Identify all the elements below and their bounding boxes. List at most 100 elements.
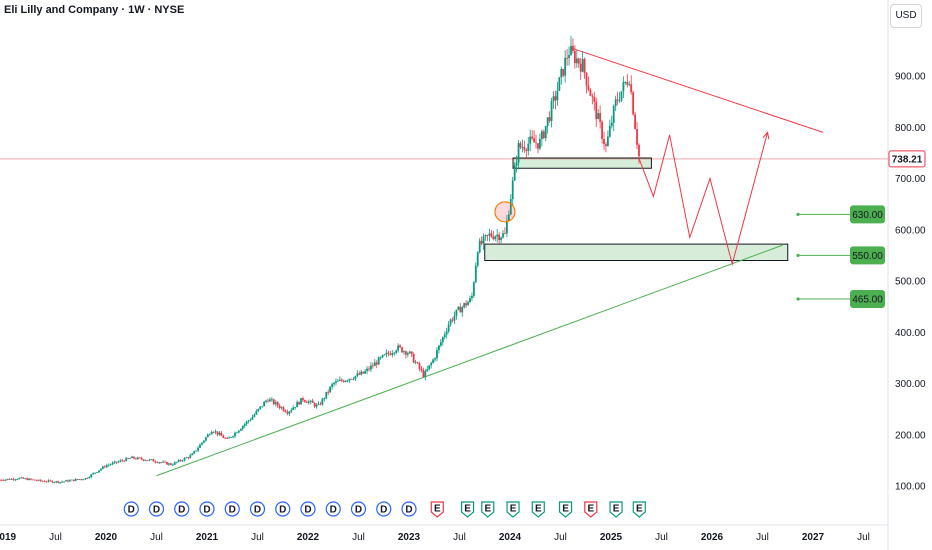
candle-body xyxy=(168,463,170,465)
candle-body xyxy=(603,138,605,145)
candle-body xyxy=(342,380,345,382)
candle-body xyxy=(140,457,143,460)
candle-body xyxy=(348,378,351,381)
descending-trendline[interactable] xyxy=(570,47,824,133)
dividend-marker[interactable] xyxy=(401,501,417,517)
dividend-marker[interactable] xyxy=(300,501,316,517)
candle-body xyxy=(556,90,559,101)
last-price-box xyxy=(888,150,926,168)
ascending-trendline[interactable] xyxy=(156,244,783,477)
candle-body xyxy=(319,403,322,405)
time-tick-label: 2026 xyxy=(701,532,724,543)
candle-body xyxy=(206,434,209,438)
candle-body xyxy=(546,117,549,126)
candle-body xyxy=(74,479,77,481)
dividend-marker[interactable] xyxy=(376,501,392,517)
price-tick-label: 600.00 xyxy=(895,225,926,236)
dividend-marker[interactable] xyxy=(350,501,367,517)
candle-body xyxy=(636,129,638,145)
target-dot xyxy=(796,212,800,216)
candle-body xyxy=(387,352,390,354)
candle-body xyxy=(8,478,11,480)
candle-body xyxy=(105,465,108,468)
earnings-marker[interactable] xyxy=(609,501,623,518)
candle-body xyxy=(103,466,106,468)
earnings-marker[interactable] xyxy=(531,501,545,518)
candle-body xyxy=(525,150,528,151)
target-label-box[interactable] xyxy=(850,246,885,265)
candle-body xyxy=(309,400,312,402)
candle-body xyxy=(45,481,48,483)
candle-body xyxy=(41,480,44,482)
time-tick-label: Jul xyxy=(150,532,163,543)
target-label-box[interactable] xyxy=(850,205,885,224)
candle-body xyxy=(121,460,124,462)
candle-body xyxy=(608,126,611,137)
candle-body xyxy=(138,457,141,459)
candle-body xyxy=(616,99,619,101)
candle-body xyxy=(436,350,438,359)
candle-body xyxy=(385,352,388,355)
candle-body xyxy=(197,447,199,451)
projection-path[interactable] xyxy=(638,132,769,267)
support-zone[interactable] xyxy=(512,157,652,169)
earnings-marker[interactable] xyxy=(481,501,495,518)
candle-body xyxy=(284,410,287,413)
candle-body xyxy=(150,459,153,461)
earnings-marker-label: E xyxy=(484,504,491,515)
earnings-marker[interactable] xyxy=(558,501,573,518)
support-zone[interactable] xyxy=(484,243,789,262)
highlight-circle[interactable] xyxy=(494,201,516,223)
earnings-marker[interactable] xyxy=(460,501,475,518)
dividend-marker[interactable] xyxy=(174,501,190,517)
earnings-marker[interactable] xyxy=(430,501,444,518)
currency-button[interactable]: USD xyxy=(890,4,922,28)
candle-body xyxy=(35,480,38,482)
candle-body xyxy=(472,282,475,296)
candle-body xyxy=(296,402,299,408)
earnings-marker[interactable] xyxy=(632,501,646,518)
candle-body xyxy=(136,457,139,460)
dividend-marker[interactable] xyxy=(249,501,266,517)
candle-body xyxy=(210,431,213,435)
candle-body xyxy=(329,386,332,393)
candle-body xyxy=(47,480,50,482)
candle-body xyxy=(249,419,252,421)
candle-body xyxy=(123,460,126,462)
candle-body xyxy=(125,458,128,462)
candle-body xyxy=(502,233,504,238)
symbol-title[interactable]: Eli Lilly and Company · 1W · NYSE xyxy=(4,4,185,16)
candle-body xyxy=(313,403,316,407)
dividend-marker[interactable] xyxy=(224,501,240,517)
candle-body xyxy=(179,460,182,461)
candle-body xyxy=(337,380,339,382)
earnings-marker[interactable] xyxy=(506,501,520,518)
time-tick-label: Jul xyxy=(49,532,62,543)
candle-body xyxy=(531,136,534,139)
candle-body xyxy=(286,412,289,414)
candle-body xyxy=(504,233,506,235)
earnings-marker[interactable] xyxy=(584,501,598,518)
candle-body xyxy=(98,470,100,473)
candle-body xyxy=(414,362,417,364)
target-label-box[interactable] xyxy=(850,289,885,308)
dividend-marker[interactable] xyxy=(199,501,215,517)
dividend-marker[interactable] xyxy=(123,501,139,517)
candle-body xyxy=(404,351,407,355)
candle-body xyxy=(379,357,382,359)
candle-body xyxy=(177,460,180,462)
candle-body xyxy=(175,461,178,463)
dividend-marker[interactable] xyxy=(325,501,341,517)
candle-body xyxy=(146,460,149,462)
candle-body xyxy=(220,432,223,436)
candle-body xyxy=(626,82,629,85)
candle-body xyxy=(24,478,27,480)
price-tick-label: 200.00 xyxy=(895,430,926,441)
dividend-marker[interactable] xyxy=(275,501,291,517)
candle-body xyxy=(544,125,547,139)
candle-body xyxy=(537,143,539,149)
candle-body xyxy=(455,309,458,316)
dividend-marker[interactable] xyxy=(148,501,165,517)
